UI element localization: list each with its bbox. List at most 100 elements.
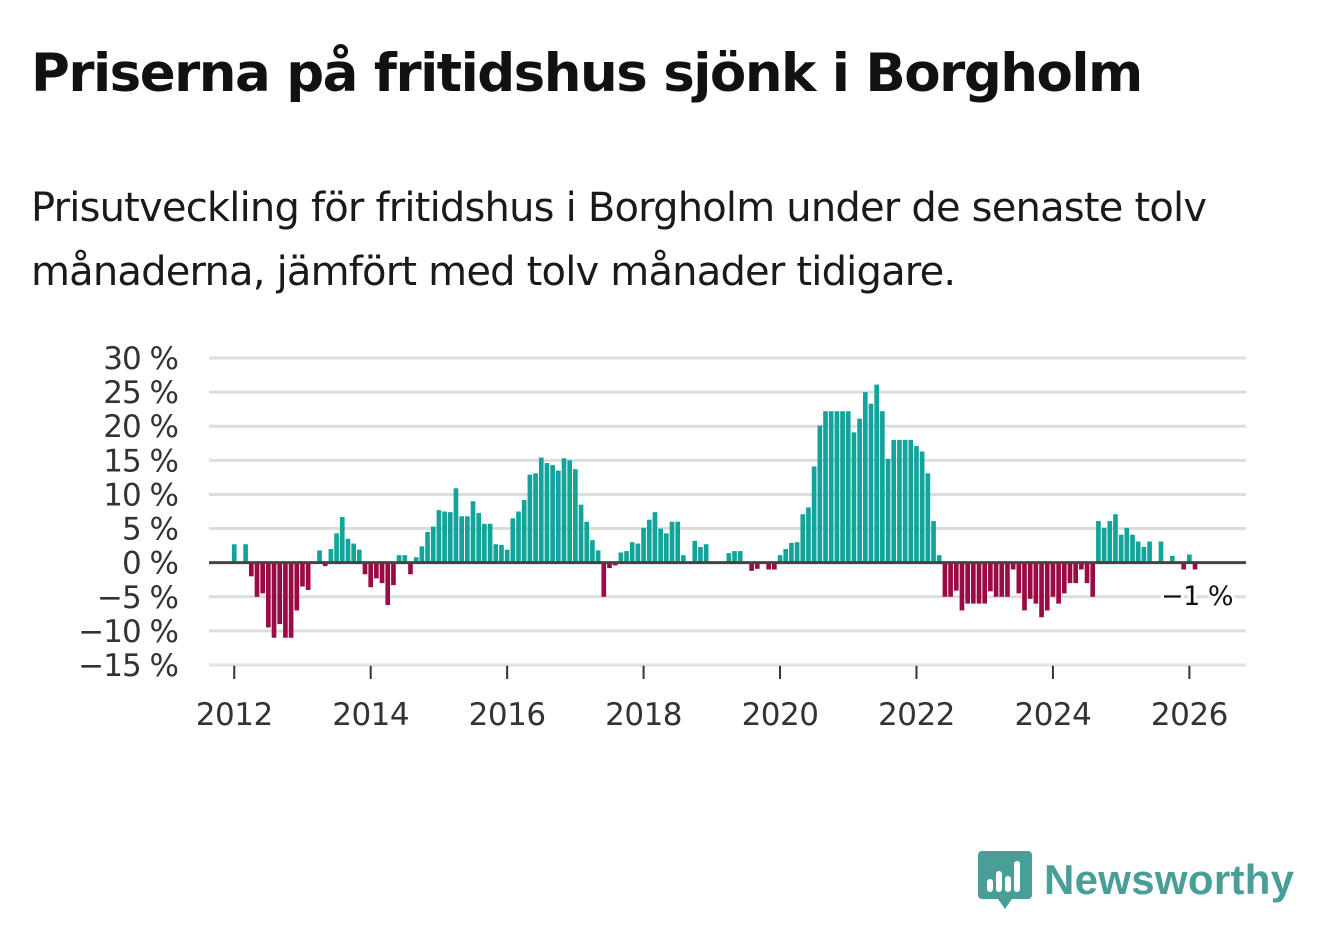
bar xyxy=(266,562,271,628)
bar xyxy=(936,555,942,563)
bar xyxy=(339,516,345,563)
bar xyxy=(851,432,857,563)
bar xyxy=(1107,521,1113,563)
bar xyxy=(442,511,447,563)
bar xyxy=(499,544,504,563)
bar xyxy=(971,562,976,604)
bar xyxy=(953,562,959,591)
bar xyxy=(1101,527,1107,563)
bar xyxy=(857,418,862,563)
newsworthy-brand: Newsworthy xyxy=(978,848,1294,912)
bar xyxy=(607,562,612,569)
bar xyxy=(1022,562,1027,611)
bar xyxy=(726,553,732,563)
chart-subtitle: Prisutveckling för fritidshus i Borgholm… xyxy=(31,185,1207,295)
y-tick-label: 20 % xyxy=(103,409,178,445)
bar xyxy=(1073,562,1078,584)
bar xyxy=(305,562,311,590)
bar xyxy=(1044,562,1050,611)
bar xyxy=(453,488,459,563)
bar xyxy=(533,473,538,563)
bar xyxy=(328,549,334,563)
bar-chart: −15 %−10 %−5 %0 %5 %10 %15 %20 %25 %30 %… xyxy=(78,341,1246,733)
bar xyxy=(754,562,760,569)
bar xyxy=(652,512,658,563)
x-tick-label: 2020 xyxy=(742,697,819,733)
bar xyxy=(527,474,533,563)
bar xyxy=(590,540,595,563)
bar xyxy=(925,473,931,563)
bar xyxy=(351,543,356,563)
bar xyxy=(1192,562,1198,570)
bar xyxy=(334,533,339,563)
bar xyxy=(254,562,260,597)
bar xyxy=(669,521,675,563)
bar xyxy=(419,546,425,563)
bar xyxy=(732,551,737,563)
bar xyxy=(300,562,305,587)
newsworthy-logo-icon xyxy=(978,851,1032,909)
bar xyxy=(391,562,396,586)
bar xyxy=(692,540,698,563)
bar xyxy=(538,457,544,563)
bar xyxy=(396,555,402,563)
bar xyxy=(663,533,669,563)
bar xyxy=(430,526,436,563)
bar xyxy=(891,439,897,563)
bar xyxy=(470,501,476,563)
bar xyxy=(1027,562,1033,599)
bar xyxy=(959,562,965,611)
bar xyxy=(425,531,430,563)
bar xyxy=(1158,541,1164,563)
bar xyxy=(1056,562,1061,604)
bar xyxy=(260,562,266,594)
bar xyxy=(1130,534,1135,563)
bar xyxy=(561,458,567,563)
bar xyxy=(271,562,277,638)
bar xyxy=(988,562,993,592)
bar xyxy=(1090,562,1096,597)
bar xyxy=(521,499,527,563)
bar xyxy=(1141,546,1147,563)
bar xyxy=(544,463,550,563)
bar xyxy=(555,470,561,563)
bar xyxy=(675,521,681,563)
bar xyxy=(1169,555,1175,563)
bar xyxy=(487,523,493,563)
bar xyxy=(1135,541,1141,563)
bar xyxy=(993,562,999,597)
bar xyxy=(845,411,851,563)
bar xyxy=(1096,521,1101,563)
bar xyxy=(629,542,635,563)
bar xyxy=(573,469,578,563)
bar xyxy=(510,518,516,563)
bar xyxy=(681,555,686,563)
bar xyxy=(840,411,845,563)
annotation-layer: −1 % xyxy=(1158,578,1237,615)
bar xyxy=(1033,562,1039,604)
bar xyxy=(476,512,482,563)
last-value-annotation: −1 % xyxy=(1161,581,1233,612)
x-tick-label: 2018 xyxy=(605,697,682,733)
bar xyxy=(982,562,988,604)
bar xyxy=(504,549,510,563)
bar xyxy=(914,446,919,563)
bar xyxy=(447,512,453,563)
bar xyxy=(777,555,783,563)
bar xyxy=(641,527,646,563)
grid-lines xyxy=(209,356,1246,667)
bar xyxy=(897,439,902,563)
bar xyxy=(908,439,914,563)
bar xyxy=(288,562,294,638)
bar xyxy=(1187,554,1192,563)
x-tick-label: 2022 xyxy=(878,697,955,733)
y-tick-label: 0 % xyxy=(122,546,178,582)
bar xyxy=(902,439,908,563)
bar xyxy=(880,411,885,563)
bar xyxy=(385,562,391,605)
bar xyxy=(749,562,754,571)
bar xyxy=(965,562,970,604)
bar xyxy=(783,549,789,563)
bar xyxy=(862,392,868,563)
bar xyxy=(874,384,880,563)
